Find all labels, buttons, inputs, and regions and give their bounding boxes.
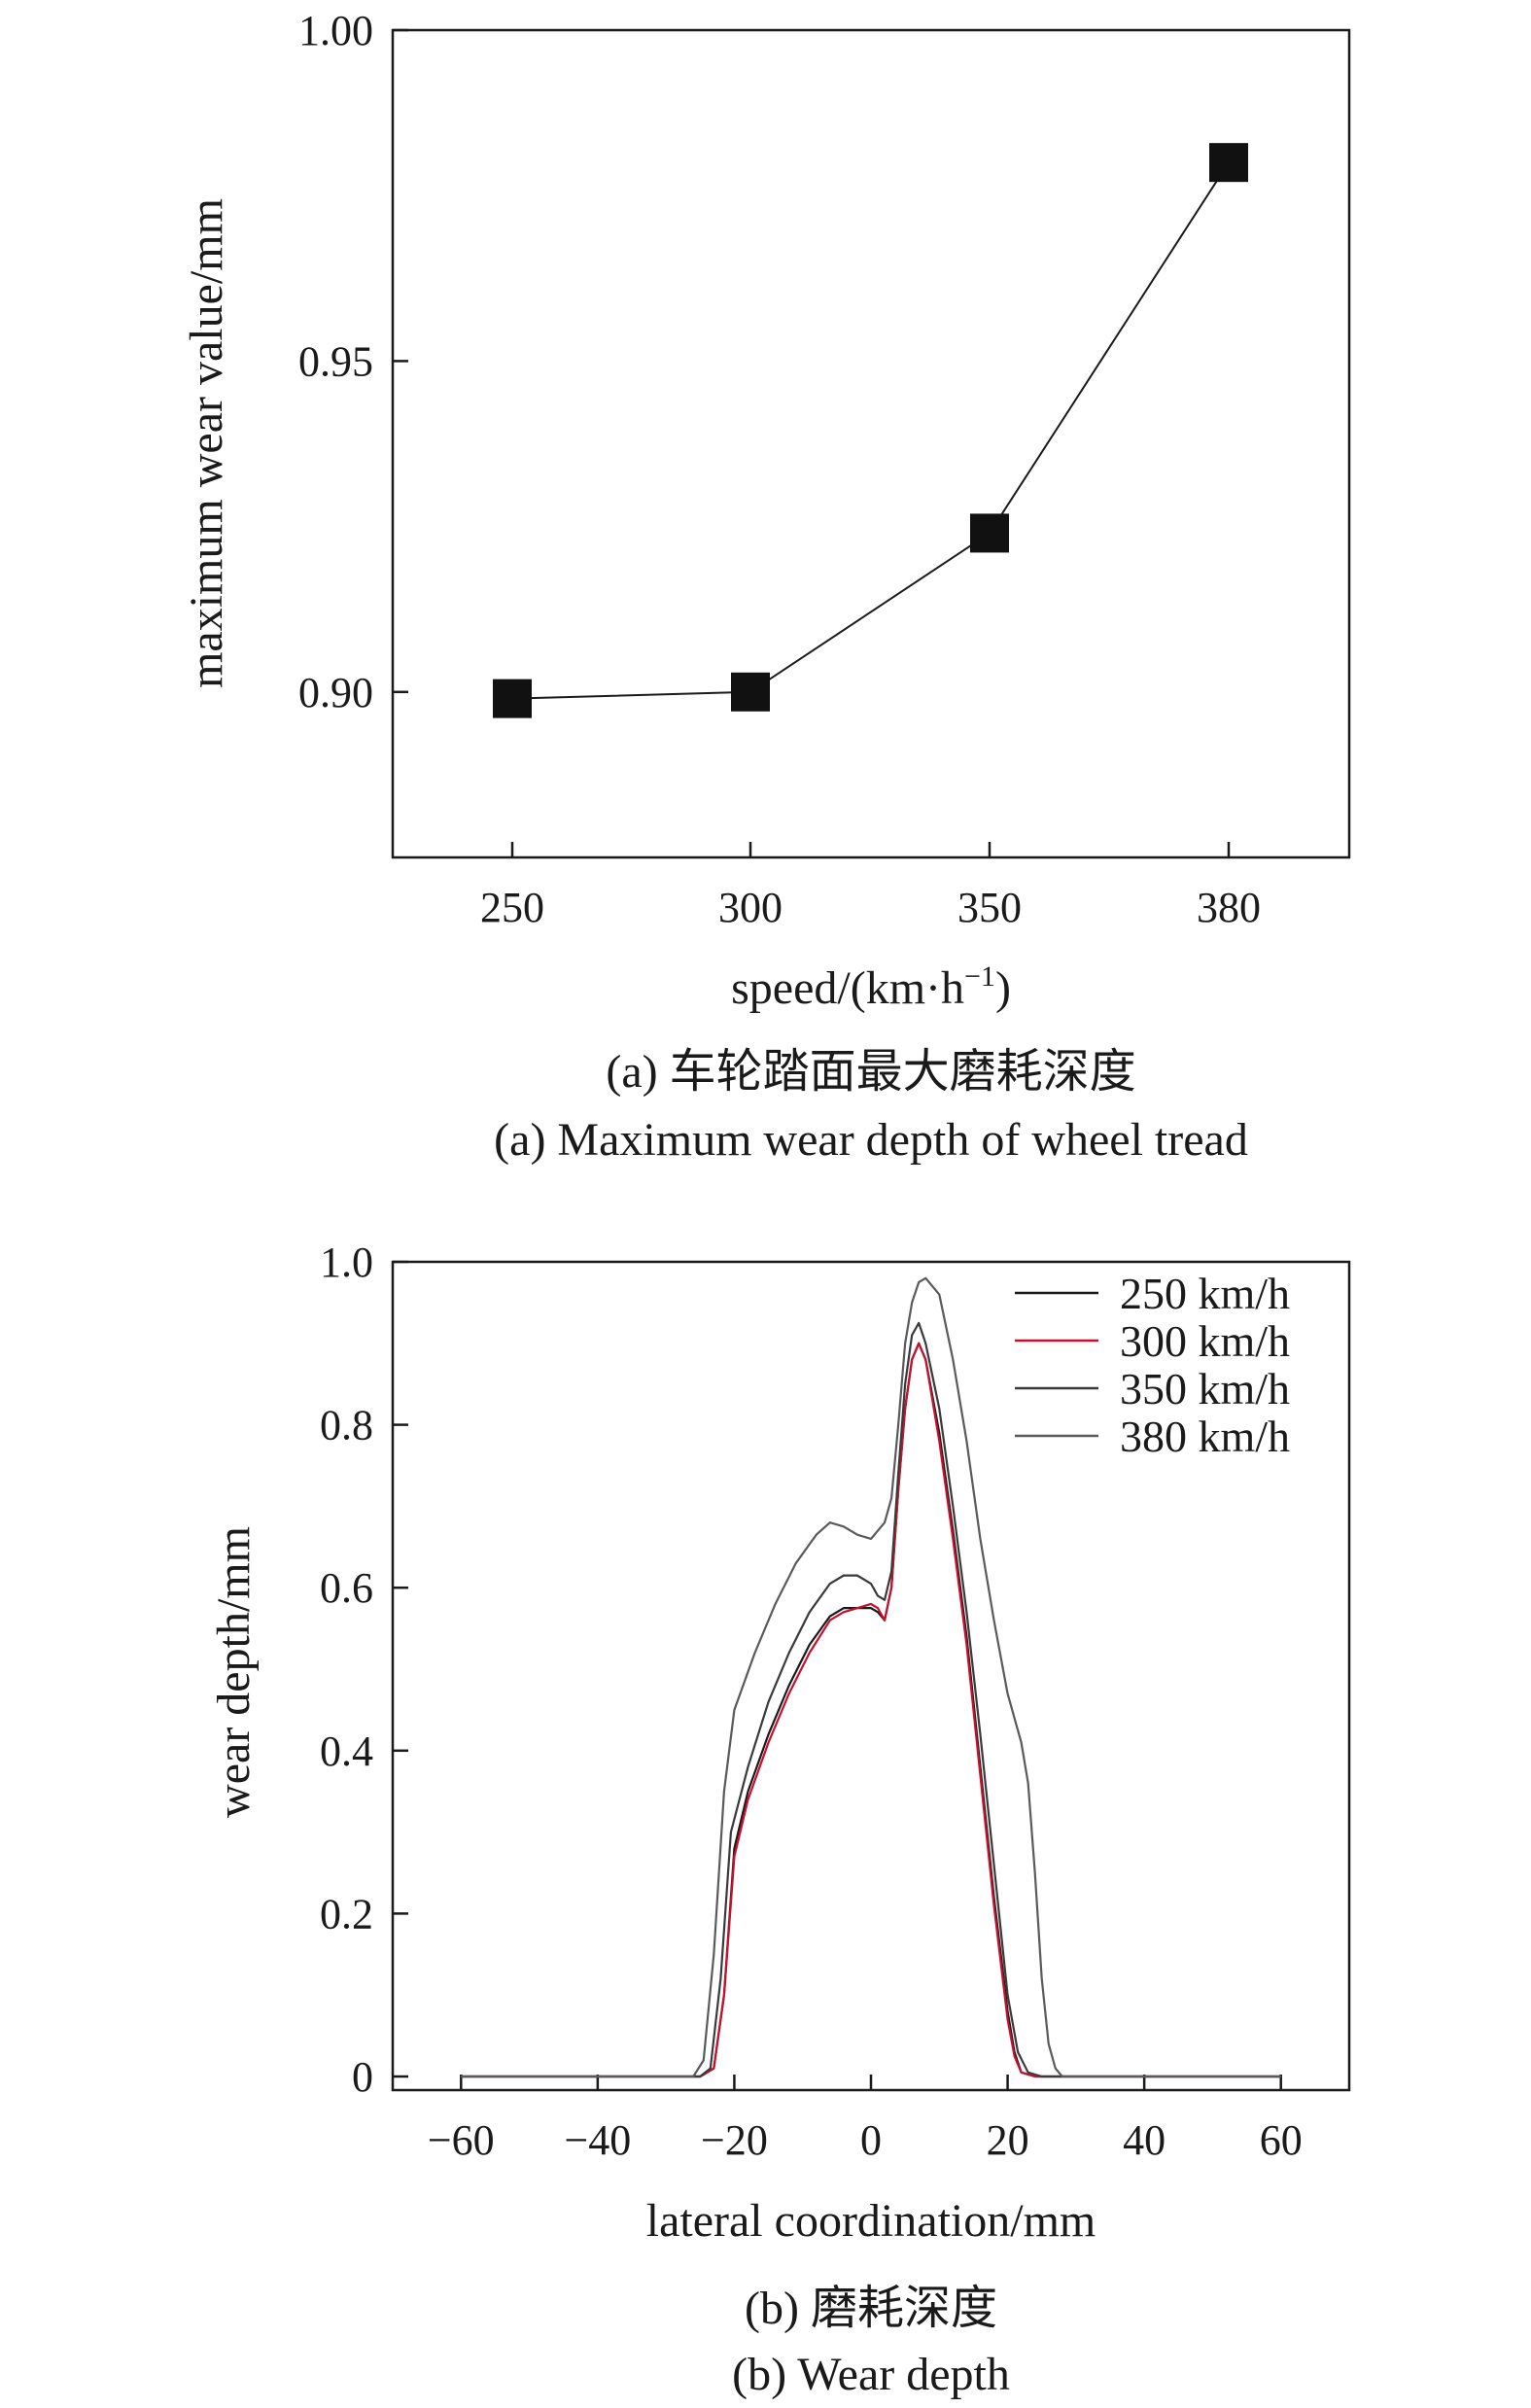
chart-a: 0.90 0.95 1.00 250 300 350 380 maximum wear v… xyxy=(181,7,1351,1166)
chart-b-legend-label: 380 km/h xyxy=(1120,1412,1290,1461)
chart-b-y-tick-label: 0.8 xyxy=(320,1402,373,1449)
chart-b-x-tick-label: −20 xyxy=(701,2116,768,2164)
chart-a-y-tick-label: 0.95 xyxy=(298,337,373,385)
chart-a-plot-frame xyxy=(391,28,1351,859)
chart-b-x-tick-label: −40 xyxy=(564,2116,631,2164)
chart-a-data-point xyxy=(970,513,1009,553)
chart-b-legend-label: 350 km/h xyxy=(1120,1364,1290,1413)
chart-b-y-tick-label: 1.0 xyxy=(320,1239,373,1286)
chart-b-legend-label: 250 km/h xyxy=(1120,1269,1290,1318)
chart-a-x-tick-label: 380 xyxy=(1197,884,1261,931)
chart-b-y-tick-label: 0.6 xyxy=(320,1564,373,1612)
chart-b-x-tick-label: −60 xyxy=(428,2116,495,2164)
chart-a-data-point xyxy=(731,672,770,712)
chart-a-x-axis-label-sup: −1 xyxy=(964,960,995,993)
chart-a-y-tick-label: 1.00 xyxy=(298,7,373,54)
chart-a-x-tick-label: 300 xyxy=(718,884,783,931)
chart-b-y-tick-label: 0.2 xyxy=(320,1890,373,1937)
chart-a-x-tick-label: 250 xyxy=(480,884,544,931)
chart-a-x-axis-label: speed/(km·h−1) xyxy=(731,960,1011,1014)
chart-a-series-line xyxy=(511,161,1230,700)
chart-b-caption-cn: (b) 磨耗深度 xyxy=(745,2283,997,2334)
chart-b-x-tick-label: 40 xyxy=(1123,2116,1166,2164)
chart-a-y-axis-label: maximum wear value/mm xyxy=(181,198,232,688)
chart-b-series-line xyxy=(461,1342,1281,2078)
chart-a-caption-cn: (a) 车轮踏面最大磨耗深度 xyxy=(606,1046,1135,1098)
chart-a-data-point xyxy=(493,679,532,718)
chart-a-data-point xyxy=(1209,143,1248,183)
chart-b-series-line xyxy=(461,1321,1281,2078)
chart-a-x-axis-label-main: speed/(km·h xyxy=(731,962,964,1014)
chart-b-y-tick-label: 0.4 xyxy=(320,1727,373,1775)
chart-b-caption-en: (b) Wear depth xyxy=(732,2349,1010,2400)
chart-b: 0 0.2 0.4 0.6 0.8 1.0 −60 −40 −20 0 20 40 60 250 km… xyxy=(208,1239,1351,2400)
chart-a-caption-en: (a) Maximum wear depth of wheel tread xyxy=(494,1114,1248,1166)
chart-b-series-line xyxy=(461,1276,1281,2078)
chart-b-y-axis-label: wear depth/mm xyxy=(208,1526,260,1818)
chart-b-x-tick-label: 20 xyxy=(987,2116,1029,2164)
chart-a-x-tick-label: 350 xyxy=(957,884,1022,931)
chart-b-y-tick-label: 0 xyxy=(352,2053,373,2101)
chart-b-legend-label: 300 km/h xyxy=(1120,1316,1290,1366)
chart-a-x-axis-label-close: ) xyxy=(995,962,1011,1014)
chart-a-y-tick-label: 0.90 xyxy=(298,669,373,716)
chart-b-x-axis-label: lateral coordination/mm xyxy=(646,2195,1096,2247)
chart-b-x-tick-label: 0 xyxy=(860,2116,882,2164)
chart-b-x-tick-label: 60 xyxy=(1260,2116,1303,2164)
